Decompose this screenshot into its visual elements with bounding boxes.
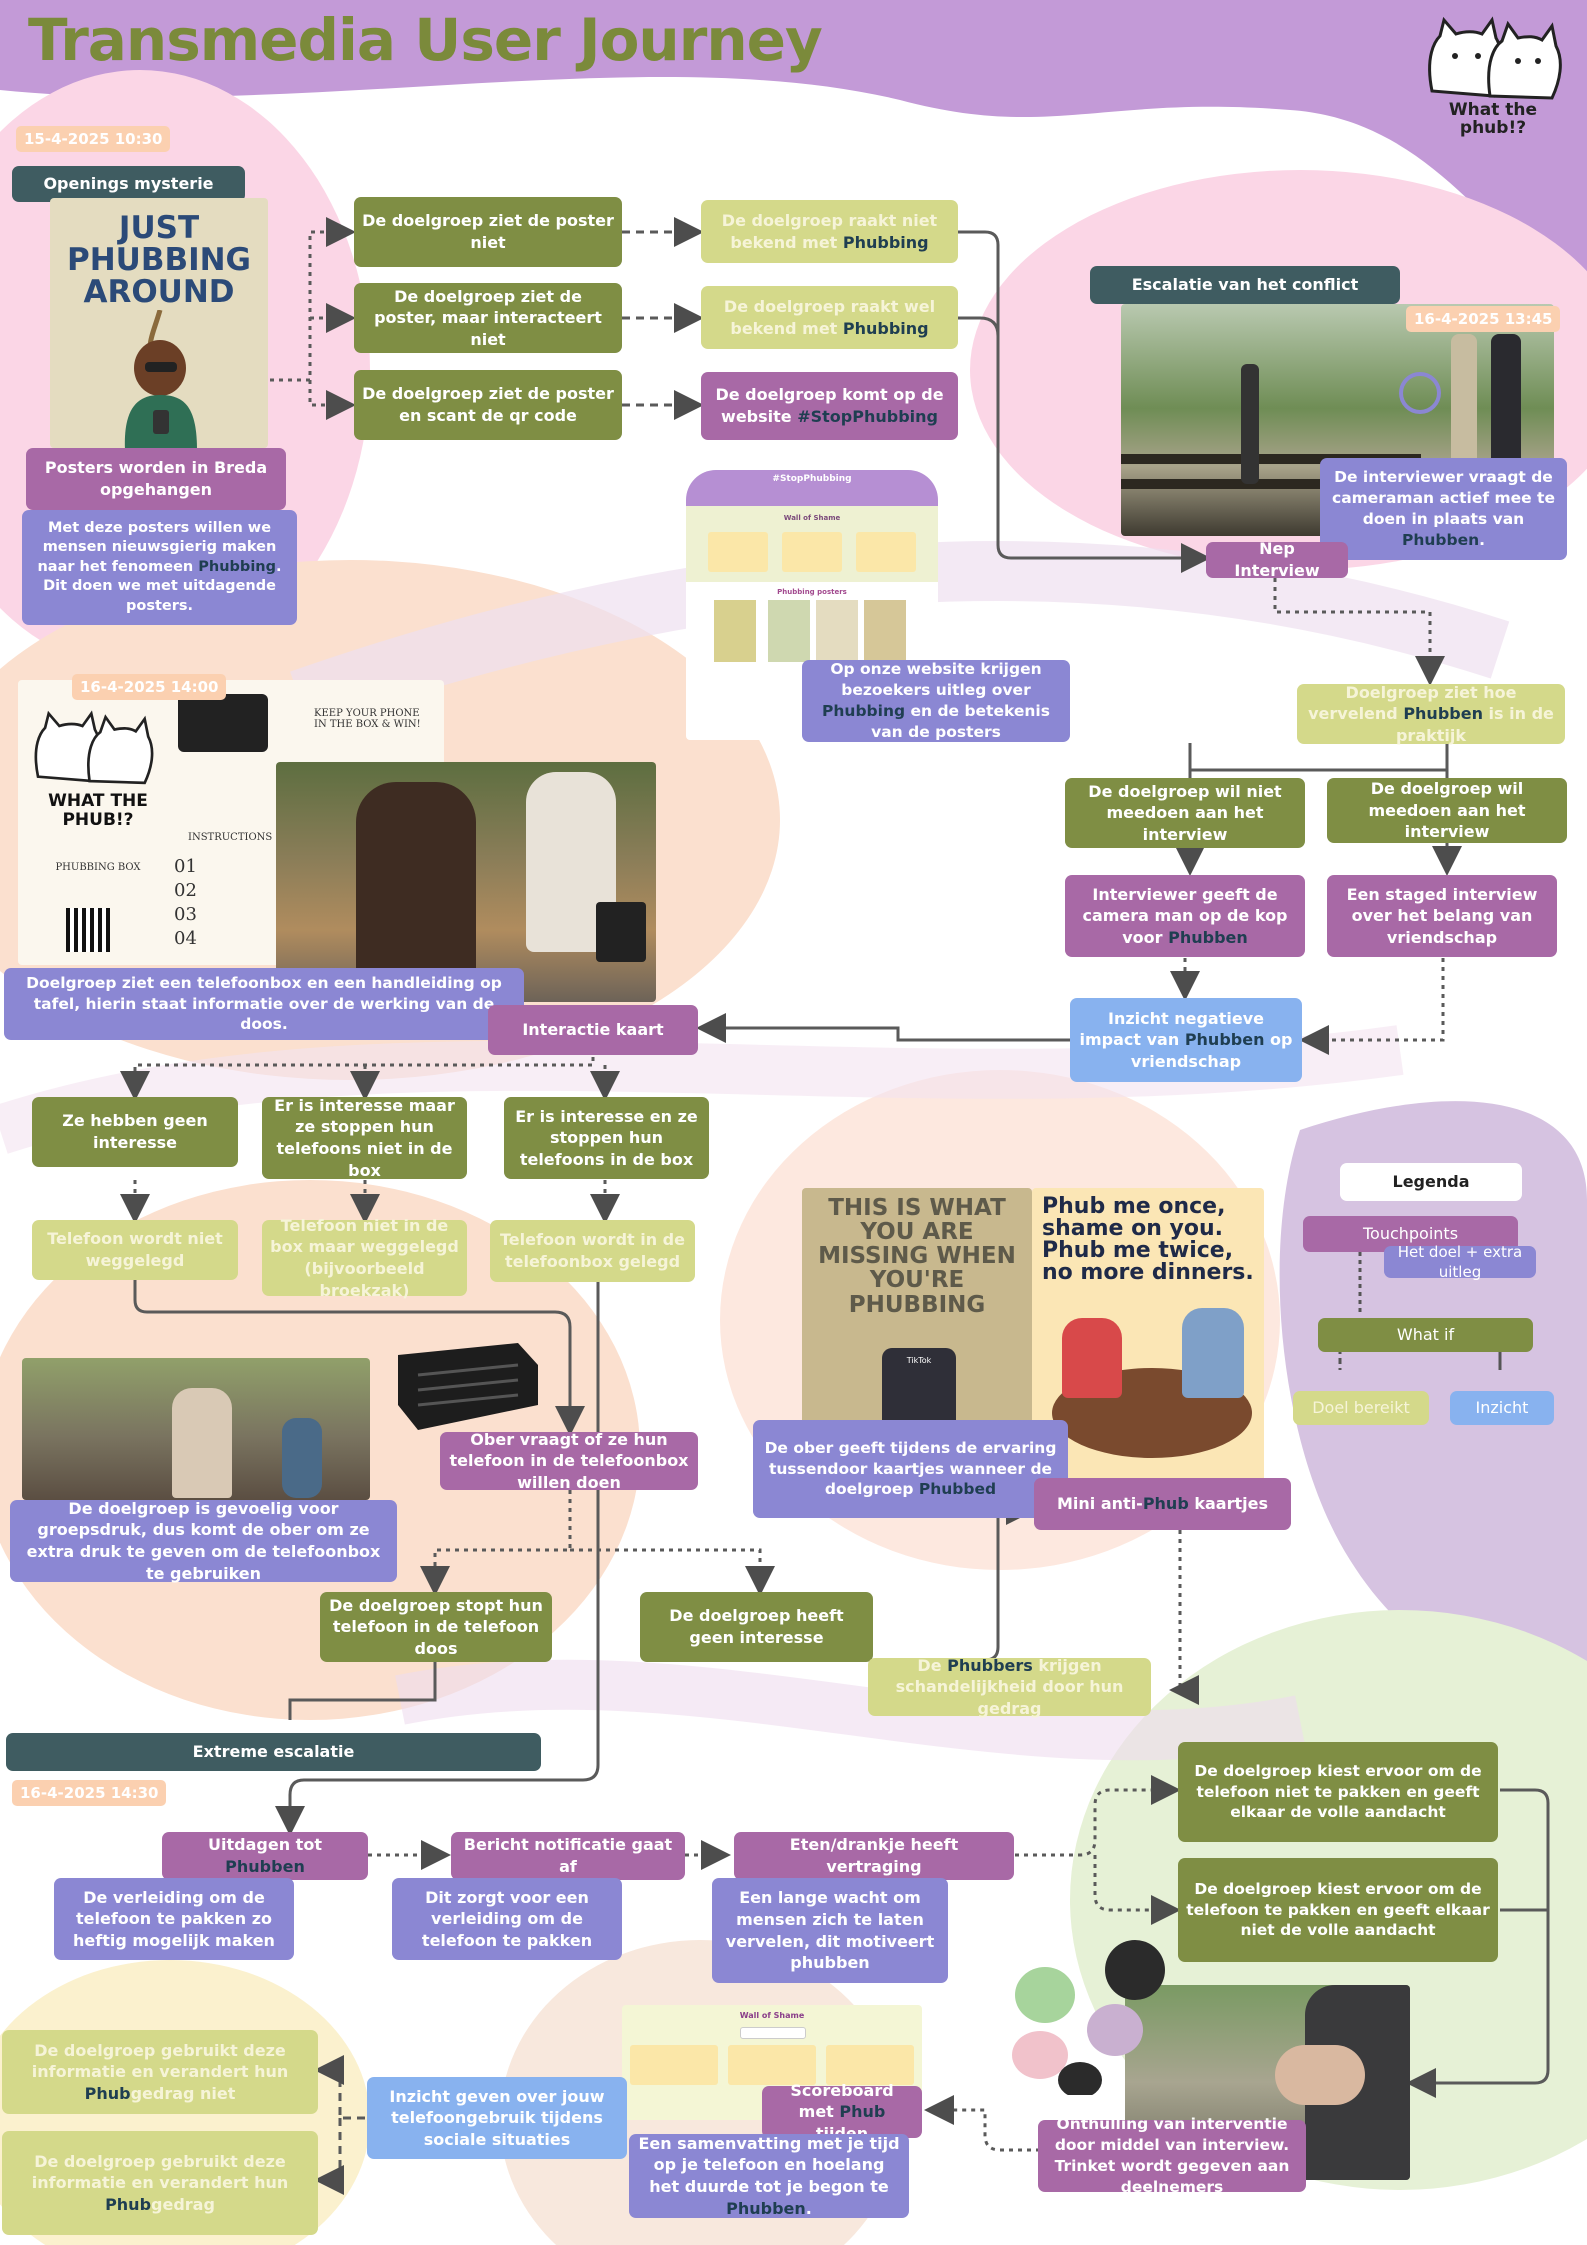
behaviour-changed: De doelgroep gebruikt deze informatie en… xyxy=(2,2131,318,2235)
sees-poster-not: De doelgroep ziet de poster niet xyxy=(354,197,622,267)
interest-in-box: Er is interesse en ze stoppen hun telefo… xyxy=(504,1097,709,1179)
trinkets-icon xyxy=(1012,1940,1165,2095)
website-wall: Wall of Shame xyxy=(783,514,841,522)
step-01: 01 xyxy=(174,856,197,877)
website-note: Op onze website krijgen bezoekers uitleg… xyxy=(802,660,1070,742)
not-familiar-phubbing: De doelgroep raakt niet bekend met Phubb… xyxy=(701,200,958,263)
poster-line-3: AROUND xyxy=(83,274,235,310)
phone-usage-insight: Inzicht geven over jouw telefoongebruik … xyxy=(367,2077,627,2159)
header-openings-mysterie: Openings mysterie xyxy=(12,166,245,202)
notification: Bericht notificatie gaat af xyxy=(451,1832,685,1880)
fake-interview: Nep Interview xyxy=(1206,539,1348,580)
puts-phone-in-box: De doelgroep stopt hun telefoon in de te… xyxy=(320,1592,552,1662)
scans-qr-code: De doelgroep ziet de poster en scant de … xyxy=(354,370,622,440)
notification-note: Dit zorgt voor een verleiding om de tele… xyxy=(392,1878,622,1960)
shame-node: De Phubbers krijgen schandelijkheid door… xyxy=(868,1656,1151,1718)
phone-box-icon xyxy=(398,1343,538,1430)
anti-phub-card-right[interactable]: Phub me once, shame on you. Phub me twic… xyxy=(1032,1188,1264,1488)
step-02: 02 xyxy=(174,880,197,901)
cartoon-man-icon xyxy=(124,310,197,448)
interviewer-note: De interviewer vraagt de cameraman actie… xyxy=(1320,458,1567,560)
logo: What the phub!? xyxy=(1420,16,1570,141)
summary-note: Een samenvatting met je tijd op je telef… xyxy=(629,2134,909,2218)
visits-website: De doelgroep komt op de website #StopPhu… xyxy=(701,372,958,440)
cats-card-icon xyxy=(34,710,154,785)
no-interest: Ze hebben geen interesse xyxy=(32,1097,238,1167)
table-photo[interactable] xyxy=(276,762,656,1002)
scoreboard: Scoreboard met Phub tijden xyxy=(762,2081,922,2143)
box-on-table-note: Doelgroep ziet een telefoonbox en een ha… xyxy=(4,968,524,1040)
phone-in-box: Telefoon wordt in de telefoonbox gelegd xyxy=(490,1220,695,1282)
two-cats-icon xyxy=(1428,16,1562,100)
poster-just-phubbing[interactable]: JUST PHUBBING AROUND xyxy=(50,198,268,448)
camera-scolded: Interviewer geeft de camera man op de ko… xyxy=(1065,875,1305,957)
card-right-text: Phub me once, shame on you. Phub me twic… xyxy=(1042,1194,1254,1285)
keep-phone-text: KEEP YOUR PHONE IN THE BOX & WIN! xyxy=(314,708,421,730)
challenge-phubbing: Uitdagen tot Phubben xyxy=(162,1832,368,1880)
website-header: #StopPhubbing xyxy=(772,474,852,484)
chooses-phone: De doelgroep kiest ervoor om de telefoon… xyxy=(1178,1858,1498,1962)
chooses-no-phone: De doelgroep kiest ervoor om de telefoon… xyxy=(1178,1742,1498,1842)
cards-note: De ober geeft tijdens de ervaring tussen… xyxy=(753,1420,1068,1518)
interaction-card: Interactie kaart xyxy=(488,1005,698,1055)
no-interest-2: De doelgroep heeft geen interesse xyxy=(640,1592,873,1662)
interest-not-in-box: Er is interesse maar ze stoppen hun tele… xyxy=(262,1096,467,1180)
timestamp-interaction: 16-4-2025 14:00 xyxy=(72,674,227,700)
timestamp-extreme: 16-4-2025 14:30 xyxy=(12,1780,167,1806)
step-03: 03 xyxy=(174,904,197,925)
card-left-text: THIS IS WHAT YOU ARE MISSING WHEN YOU'RE… xyxy=(818,1195,1016,1318)
timestamp-opening: 15-4-2025 10:30 xyxy=(16,126,171,152)
timestamp-escalation: 16-4-2025 13:45 xyxy=(1406,306,1561,332)
box-label: PHUBBING BOX xyxy=(55,862,141,873)
legend-reached: Doel bereikt xyxy=(1293,1391,1429,1425)
join-interview: De doelgroep wil meedoen aan het intervi… xyxy=(1327,778,1567,843)
group-photo[interactable] xyxy=(22,1358,370,1500)
step-04: 04 xyxy=(174,928,197,949)
not-join-interview: De doelgroep wil niet meedoen aan het in… xyxy=(1065,778,1305,848)
poster-line-1: JUST xyxy=(118,210,200,246)
scoreboard-title: Wall of Shame xyxy=(739,2011,805,2020)
staged-interview: Een staged interview over het belang van… xyxy=(1327,875,1557,957)
food-delay-note: Een lange wacht om mensen zich te laten … xyxy=(712,1878,948,1983)
legend-title: Legenda xyxy=(1340,1163,1522,1201)
website-posters-label: Phubbing posters xyxy=(777,588,847,596)
sees-poster-no-interaction: De doelgroep ziet de poster, maar intera… xyxy=(354,283,622,353)
familiar-phubbing: De doelgroep raakt wel bekend met Phubbi… xyxy=(701,286,958,349)
sees-annoying-phubbing: Doelgroep ziet hoe vervelend Phubben is … xyxy=(1297,683,1565,745)
poster-line-2: PHUBBING xyxy=(66,242,252,278)
legend-insight: Inzicht xyxy=(1450,1391,1554,1425)
header-extreme: Extreme escalatie xyxy=(6,1733,541,1771)
legend-goal: Het doel + extra uitleg xyxy=(1384,1243,1536,1281)
mini-cards: Mini anti-Phub kaartjes xyxy=(1034,1478,1291,1530)
phone-pocket: Telefoon niet in de box maar weggelegd (… xyxy=(262,1216,467,1300)
group-pressure: De doelgroep is gevoelig voor groepsdruk… xyxy=(10,1499,397,1583)
legend-whatif: What if xyxy=(1318,1318,1533,1352)
posters-hung-label: Posters worden in Breda opgehangen xyxy=(26,448,286,510)
page-title: Transmedia User Journey xyxy=(28,6,823,74)
tiktok-label: TikTok xyxy=(906,1356,932,1365)
phone-not-away: Telefoon wordt niet weggelegd xyxy=(32,1220,238,1280)
card-title: WHAT THE PHUB!? xyxy=(48,791,148,830)
behaviour-unchanged: De doelgroep gebruikt deze informatie en… xyxy=(2,2030,318,2114)
instructions-label: INSTRUCTIONS xyxy=(188,832,273,843)
waiter-asks: Ober vraagt of ze hun telefoon in de tel… xyxy=(440,1430,698,1492)
temptation-note: De verleiding om de telefoon te pakken z… xyxy=(54,1878,294,1960)
header-escalatie: Escalatie van het conflict xyxy=(1090,266,1400,304)
insight-friendship: Inzicht negatieve impact van Phubben op … xyxy=(1070,998,1302,1082)
posters-note: Met deze posters willen we mensen nieuws… xyxy=(22,510,297,625)
reveal-interview: Onthulling van interventie door middel v… xyxy=(1038,2115,1306,2196)
food-delay: Eten/drankje heeft vertraging xyxy=(734,1832,1014,1880)
logo-text: What the phub!? xyxy=(1448,100,1538,138)
